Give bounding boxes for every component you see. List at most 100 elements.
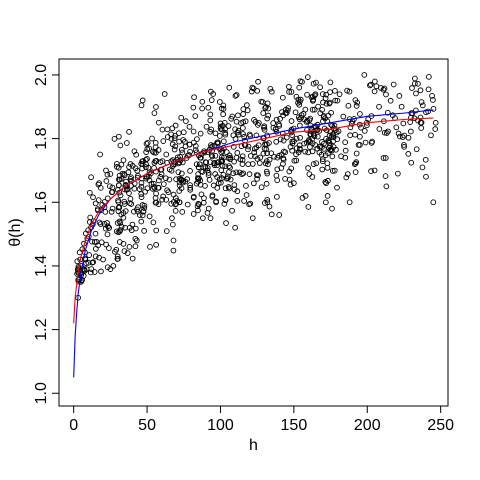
data-point xyxy=(309,106,316,113)
data-point xyxy=(268,150,275,157)
data-point xyxy=(213,199,219,206)
data-point xyxy=(247,200,254,207)
data-point xyxy=(253,144,260,151)
data-point xyxy=(287,181,294,188)
data-point xyxy=(87,269,94,276)
data-point xyxy=(160,138,167,144)
data-point xyxy=(345,102,352,109)
data-point xyxy=(254,176,260,182)
data-point xyxy=(432,119,439,126)
data-point xyxy=(95,197,102,203)
data-point xyxy=(418,99,425,105)
data-point xyxy=(254,156,261,162)
data-point xyxy=(132,235,139,242)
data-point xyxy=(219,158,226,164)
data-point xyxy=(159,196,166,203)
data-point xyxy=(208,126,215,133)
data-point xyxy=(184,201,191,208)
data-point xyxy=(151,110,158,116)
data-point xyxy=(413,90,419,97)
data-point xyxy=(244,102,250,109)
data-point xyxy=(299,79,305,85)
data-point xyxy=(334,97,341,104)
data-point xyxy=(222,185,229,192)
data-point xyxy=(222,130,229,136)
data-point xyxy=(187,168,193,174)
data-point xyxy=(239,161,246,167)
data-point xyxy=(139,202,146,208)
data-point xyxy=(190,139,197,146)
data-point xyxy=(332,97,339,104)
data-point xyxy=(176,182,183,189)
data-point xyxy=(129,221,136,228)
data-point xyxy=(409,85,415,91)
data-point xyxy=(362,139,369,146)
data-point xyxy=(171,146,178,153)
data-point xyxy=(170,237,177,244)
data-point xyxy=(222,197,229,204)
data-point xyxy=(169,125,176,132)
data-point xyxy=(88,266,95,272)
data-point xyxy=(291,180,297,187)
data-point xyxy=(123,178,129,185)
data-point xyxy=(382,155,389,161)
data-point xyxy=(405,151,412,157)
data-point xyxy=(263,180,270,187)
data-point xyxy=(195,200,202,207)
data-point xyxy=(329,122,335,129)
data-point xyxy=(223,220,229,226)
data-point xyxy=(418,125,425,131)
data-point xyxy=(117,220,124,226)
data-point xyxy=(113,246,120,253)
data-point xyxy=(280,155,287,162)
data-point xyxy=(142,188,148,195)
data-point xyxy=(367,81,374,88)
data-point xyxy=(107,171,114,177)
data-point xyxy=(387,97,394,104)
data-point xyxy=(161,91,168,97)
data-point xyxy=(231,182,238,188)
data-point xyxy=(302,148,309,155)
data-point xyxy=(202,163,208,170)
data-point xyxy=(106,225,112,231)
data-point xyxy=(246,171,253,178)
data-point xyxy=(426,74,432,80)
data-point xyxy=(346,88,353,95)
data-point xyxy=(153,104,159,110)
data-point xyxy=(317,84,323,91)
data-point xyxy=(317,143,324,150)
data-point xyxy=(187,182,193,188)
data-point xyxy=(325,112,332,119)
data-point xyxy=(175,169,182,175)
data-point xyxy=(226,185,233,192)
y-tick-label: 2.0 xyxy=(33,64,50,86)
data-point xyxy=(143,164,149,170)
data-point xyxy=(165,189,172,196)
data-point xyxy=(273,116,280,123)
data-point xyxy=(396,133,403,140)
data-point xyxy=(306,171,313,177)
data-point xyxy=(138,194,145,200)
data-point xyxy=(361,72,368,78)
data-point xyxy=(199,98,206,105)
data-point xyxy=(212,130,219,137)
data-point xyxy=(251,149,258,156)
data-point xyxy=(209,153,216,160)
data-point xyxy=(229,113,236,120)
data-point xyxy=(126,200,133,206)
data-point xyxy=(373,83,380,90)
data-point xyxy=(331,167,338,174)
data-point xyxy=(330,132,336,139)
data-point xyxy=(179,147,185,153)
data-point xyxy=(115,176,122,183)
data-point xyxy=(248,153,254,159)
data-point xyxy=(310,161,317,167)
data-point xyxy=(319,91,326,97)
data-point xyxy=(198,191,205,198)
data-point xyxy=(153,190,159,197)
data-point xyxy=(288,165,295,172)
data-point xyxy=(144,146,151,152)
data-point xyxy=(111,135,118,142)
data-point xyxy=(172,122,179,129)
